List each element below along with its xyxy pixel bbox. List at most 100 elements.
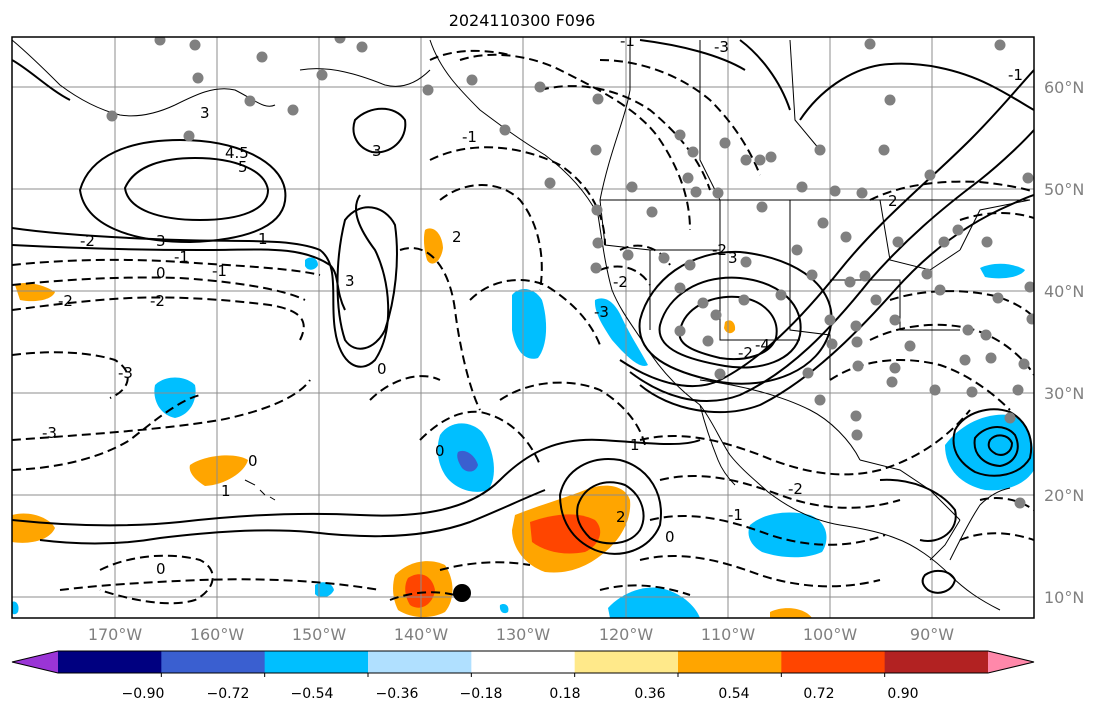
colorbar-segment — [161, 651, 266, 673]
contour-label: 0 — [156, 264, 166, 282]
longitude-axis: 170°W 160°W 150°W 140°W 130°W 120°W 110°… — [88, 625, 954, 644]
negative-anomaly-region — [512, 288, 547, 359]
longitude-tick-label: 150°W — [292, 625, 347, 644]
latitude-tick-label: 10°N — [1044, 588, 1084, 607]
negative-anomaly-region — [315, 582, 334, 598]
colorbar-tick-label: −0.72 — [207, 686, 250, 702]
contour-label: 4.5 — [225, 144, 249, 162]
negative-anomaly-region — [748, 512, 827, 558]
negative-anomaly-region — [499, 603, 509, 614]
contour-label: -2 — [613, 273, 628, 291]
contour-label: 2 — [452, 228, 462, 246]
contour-label: -2 — [58, 292, 73, 310]
longitude-tick-label: 170°W — [88, 625, 143, 644]
colorbar-tick-label: 0.72 — [803, 686, 834, 702]
contour-label: -2 — [738, 344, 753, 362]
colorbar-segment — [12, 651, 58, 673]
longitude-tick-label: 120°W — [599, 625, 654, 644]
map-title: 2024110300 F096 — [449, 11, 596, 30]
latitude-axis: 60°N 50°N 40°N 30°N 20°N 10°N — [1044, 78, 1084, 607]
contour-labels: 3 5 4.5 3 -1 0 -2 -2 3 0 -1 1 0 1 -2 -3 … — [42, 32, 1023, 578]
colorbar-segment — [471, 651, 576, 673]
longitude-tick-label: 90°W — [910, 625, 954, 644]
longitude-tick-label: 160°W — [190, 625, 245, 644]
contour-label: 0 — [156, 560, 166, 578]
colorbar-tick-label: −0.54 — [291, 686, 334, 702]
contour-label: 2 — [616, 508, 626, 526]
contour-label: 3 — [345, 272, 355, 290]
colorbar-tick-label: −0.90 — [122, 686, 165, 702]
latitude-tick-label: 20°N — [1044, 486, 1084, 505]
colorbar-segment — [678, 651, 782, 673]
contour-label: 0 — [377, 360, 387, 378]
latitude-tick-label: 50°N — [1044, 180, 1084, 199]
colorbar-tick-label: −0.18 — [460, 686, 503, 702]
negative-anomaly-region — [945, 414, 1034, 491]
contour-label: -3 — [42, 424, 57, 442]
negative-anomaly-region — [608, 587, 700, 618]
negative-anomaly-region — [980, 263, 1025, 279]
contour-label: 3 — [156, 232, 166, 250]
colorbar-segment — [264, 651, 369, 673]
contour-label: -4 — [755, 336, 770, 354]
positive-anomaly-region — [189, 455, 248, 486]
positive-contours — [12, 39, 1034, 594]
contour-label: -3 — [594, 303, 609, 321]
latitude-tick-label: 30°N — [1044, 384, 1084, 403]
negative-anomaly-region — [594, 298, 648, 366]
colorbar-tick-label: 0.18 — [549, 686, 580, 702]
contour-label: 2 — [888, 192, 898, 210]
strong-positive-anomaly-region — [405, 574, 435, 608]
coastlines-and-borders — [12, 39, 1031, 611]
positive-anomaly-region — [724, 320, 736, 334]
longitude-tick-label: 130°W — [496, 625, 551, 644]
contour-label: 1 — [258, 230, 268, 248]
contour-label: -2 — [712, 241, 727, 259]
contour-label: -3 — [118, 364, 133, 382]
contour-label: -2 — [80, 232, 95, 250]
contour-label: -1 — [174, 248, 189, 266]
contour-label: 1 — [630, 436, 640, 454]
contour-label: -1 — [728, 506, 743, 524]
negative-anomaly-region — [154, 377, 196, 418]
contour-label: 3 — [372, 142, 382, 160]
colorbar-segment — [368, 651, 472, 673]
contour-label: 5 — [238, 158, 248, 176]
colorbar-segment — [988, 651, 1034, 673]
colorbar-tick-label: 0.54 — [718, 686, 749, 702]
colorbar-segment — [781, 651, 886, 673]
negative-anomaly-region — [12, 601, 19, 615]
map-plot-area: 3 5 4.5 3 -1 0 -2 -2 3 0 -1 1 0 1 -2 -3 … — [12, 32, 1034, 618]
contour-label: 0 — [248, 452, 258, 470]
colorbar-outline — [11, 650, 1035, 674]
moderate-negative-anomaly-region — [457, 450, 478, 472]
contour-label: 3 — [200, 104, 210, 122]
colorbar — [11, 650, 1035, 677]
longitude-tick-label: 140°W — [394, 625, 449, 644]
contour-label: -2 — [150, 292, 165, 310]
positive-anomaly-region — [15, 282, 55, 302]
contour-label: -1 — [212, 262, 227, 280]
contour-label: 3 — [728, 249, 738, 267]
map-border — [11, 36, 1035, 619]
station-markers — [106, 37, 1034, 509]
contour-label: 1 — [221, 482, 231, 500]
colorbar-tick-label: 0.36 — [634, 686, 665, 702]
colorbar-tick-labels: −0.90 −0.72 −0.54 −0.36 −0.18 0.18 0.36 … — [122, 686, 919, 702]
negative-anomaly-region — [305, 257, 318, 270]
colorbar-segment — [58, 651, 162, 673]
contour-label: -2 — [788, 480, 803, 498]
contour-label: -3 — [714, 38, 729, 56]
contour-label: -1 — [462, 128, 477, 146]
longitude-tick-label: 100°W — [803, 625, 858, 644]
contour-label: 0 — [665, 528, 675, 546]
contour-label: 0 — [435, 442, 445, 460]
negative-contours — [12, 49, 1034, 605]
colorbar-segment — [574, 651, 679, 673]
colorbar-tick-label: 0.90 — [887, 686, 918, 702]
latitude-tick-label: 40°N — [1044, 282, 1084, 301]
contour-label: -1 — [620, 32, 635, 50]
longitude-tick-label: 110°W — [701, 625, 756, 644]
colorbar-tick-label: −0.36 — [376, 686, 419, 702]
